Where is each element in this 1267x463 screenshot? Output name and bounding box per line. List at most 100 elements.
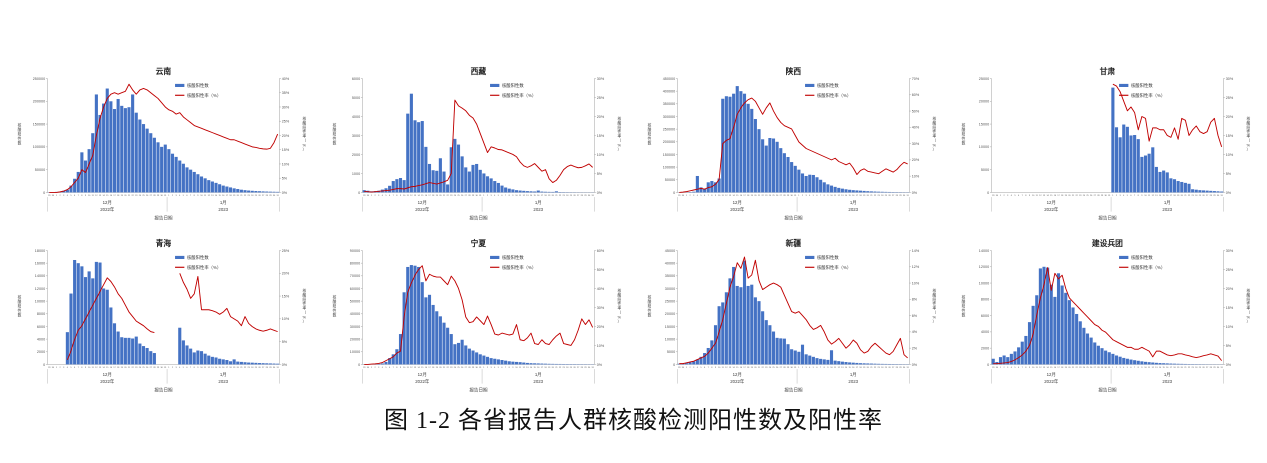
svg-text:阳: 阳 — [18, 303, 22, 308]
svg-text:酸: 酸 — [332, 127, 336, 132]
svg-text:21: 21 — [1072, 367, 1075, 369]
svg-text:14: 14 — [102, 195, 105, 197]
svg-text:10%: 10% — [596, 343, 604, 347]
svg-text:5: 5 — [700, 367, 702, 369]
svg-text:1: 1 — [168, 195, 170, 197]
svg-text:15: 15 — [848, 367, 851, 369]
chart-svg-7: 建设兵团 0 2000 4000 6000 8000 10000 12000 14000 0% 5%… — [962, 237, 1251, 393]
svg-text:酸: 酸 — [1247, 120, 1251, 125]
svg-text:12: 12 — [410, 367, 413, 369]
svg-text:80000: 80000 — [350, 261, 360, 265]
left-axis-title: 核酸阳性数 — [18, 294, 22, 317]
svg-text:10: 10 — [717, 195, 720, 197]
svg-text:22: 22 — [446, 367, 449, 369]
svg-text:24: 24 — [566, 367, 569, 369]
svg-text:25: 25 — [884, 195, 887, 197]
chart-title: 陕西 — [785, 66, 801, 76]
svg-text:25: 25 — [1199, 367, 1202, 369]
svg-text:28: 28 — [783, 367, 786, 369]
svg-text:%: % — [617, 144, 621, 148]
svg-text:8: 8 — [396, 367, 398, 369]
svg-text:25: 25 — [457, 195, 460, 197]
svg-text:26: 26 — [461, 367, 464, 369]
svg-text:13: 13 — [1155, 195, 1158, 197]
right-axis-title: 核酸阳性率（%） — [1247, 288, 1251, 324]
svg-text:2: 2 — [60, 195, 62, 197]
svg-text:26: 26 — [1090, 195, 1093, 197]
svg-text:27: 27 — [779, 367, 782, 369]
svg-text:2: 2 — [374, 195, 376, 197]
svg-text:2: 2 — [487, 195, 489, 197]
rate-line — [49, 83, 279, 193]
svg-text:6%: 6% — [911, 314, 917, 318]
svg-text:11: 11 — [519, 367, 522, 369]
svg-text:31: 31 — [1108, 367, 1111, 369]
svg-text:20: 20 — [124, 195, 127, 197]
month-label-jan: 1月 — [849, 371, 856, 377]
svg-text:40000: 40000 — [350, 312, 360, 316]
svg-text:22: 22 — [1076, 367, 1079, 369]
svg-text:26: 26 — [146, 195, 149, 197]
svg-text:30: 30 — [475, 195, 478, 197]
svg-text:阳: 阳 — [1247, 296, 1251, 301]
svg-text:数: 数 — [962, 312, 966, 317]
svg-text:20: 20 — [1181, 367, 1184, 369]
svg-text:核: 核 — [302, 116, 306, 121]
svg-text:6: 6 — [186, 195, 188, 197]
figure-caption: 图 1-2 各省报告人群核酸检测阳性数及阳性率 — [384, 408, 883, 434]
svg-text:10: 10 — [200, 195, 203, 197]
svg-text:100000: 100000 — [33, 145, 45, 149]
svg-text:30: 30 — [273, 195, 276, 197]
svg-text:30%: 30% — [1226, 249, 1234, 253]
svg-text:14: 14 — [215, 195, 218, 197]
svg-text:6: 6 — [74, 367, 76, 369]
svg-text:%: % — [617, 315, 621, 319]
svg-text:12: 12 — [725, 195, 728, 197]
svg-text:14000: 14000 — [35, 274, 45, 278]
svg-text:24: 24 — [566, 195, 569, 197]
svg-text:17: 17 — [855, 195, 858, 197]
svg-text:15%: 15% — [596, 134, 604, 138]
svg-text:20: 20 — [124, 367, 127, 369]
svg-text:5: 5 — [1127, 195, 1129, 197]
svg-text:阳: 阳 — [18, 131, 22, 136]
svg-text:26: 26 — [775, 367, 778, 369]
legend-bar-marker — [804, 255, 814, 259]
svg-text:数: 数 — [332, 140, 336, 145]
svg-text:8: 8 — [194, 195, 196, 197]
svg-text:2: 2 — [60, 367, 62, 369]
svg-text:17: 17 — [113, 195, 116, 197]
svg-text:23: 23 — [877, 195, 880, 197]
chart-svg-6: 新疆 0 5000 10000 15000 20000 25000 30000 35000 400… — [647, 237, 936, 393]
svg-text:28: 28 — [468, 195, 471, 197]
svg-text:6: 6 — [704, 367, 706, 369]
svg-text:13: 13 — [211, 195, 214, 197]
svg-text:25%: 25% — [1226, 267, 1234, 271]
svg-text:核: 核 — [1247, 288, 1251, 293]
svg-text:4: 4 — [67, 367, 69, 369]
svg-text:9: 9 — [827, 195, 829, 197]
svg-text:30000: 30000 — [664, 286, 674, 290]
svg-text:0: 0 — [43, 362, 45, 366]
svg-text:核: 核 — [18, 294, 22, 299]
svg-text:4: 4 — [67, 195, 69, 197]
svg-text:29: 29 — [269, 367, 272, 369]
svg-text:酸: 酸 — [18, 299, 22, 304]
svg-text:25: 25 — [142, 367, 145, 369]
chart-svg-1: 西藏01000200030004000500060000%5%10%15%20%… — [332, 66, 621, 222]
svg-text:14: 14 — [732, 367, 735, 369]
right-axis: 0% 5% 10% 15% 20% 25% 30% 35% 40% — [279, 77, 290, 195]
svg-text:17: 17 — [1170, 367, 1173, 369]
right-axis: 0% 5% 10% 15% 20% 25% 30% — [594, 77, 605, 195]
svg-text:0%: 0% — [911, 191, 917, 195]
svg-text:29: 29 — [48, 367, 51, 369]
svg-text:6: 6 — [1018, 195, 1020, 197]
svg-text:（: （ — [617, 310, 621, 315]
svg-text:200000: 200000 — [33, 100, 45, 104]
axes — [676, 78, 910, 193]
year-label-2023: 2023 — [533, 207, 543, 212]
svg-text:29: 29 — [899, 367, 902, 369]
svg-text:11: 11 — [721, 195, 724, 197]
svg-text:性: 性 — [302, 301, 306, 306]
x-axis: 29 30 1 2 3 4 5 6 7 8 9 10 11 12 13 14 15 16 17 18 19 20 21 22 2… — [991, 367, 1224, 393]
